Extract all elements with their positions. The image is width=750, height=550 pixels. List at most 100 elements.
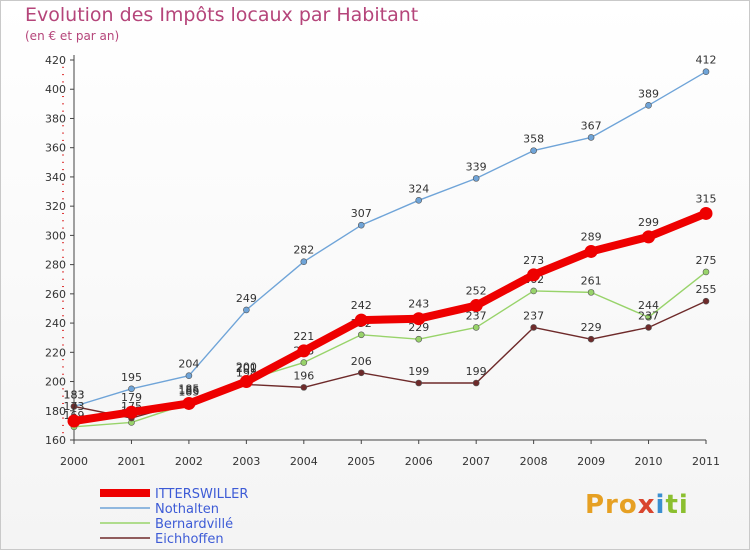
- legend-label: Bernardvillé: [155, 517, 233, 532]
- data-label: 252: [466, 285, 487, 298]
- data-label: 255: [696, 283, 717, 296]
- data-point: [67, 414, 81, 428]
- y-tick-label: 220: [45, 346, 66, 359]
- data-point: [415, 379, 423, 387]
- data-label: 204: [178, 358, 199, 371]
- x-tick-label: 2000: [60, 455, 88, 468]
- data-point: [472, 175, 480, 182]
- data-label: 261: [581, 274, 602, 287]
- data-point: [357, 369, 365, 377]
- data-point: [243, 306, 250, 314]
- data-point: [357, 221, 365, 229]
- data-label: 221: [293, 330, 314, 343]
- data-label: 183: [64, 388, 85, 401]
- series-bernardvillé: 169172185201213232229237262261244275: [64, 254, 717, 431]
- data-point: [412, 312, 426, 326]
- data-point: [472, 324, 480, 331]
- data-label: 307: [351, 207, 372, 220]
- data-point: [357, 331, 365, 339]
- data-label: 206: [351, 355, 372, 368]
- data-label: 275: [696, 254, 717, 267]
- legend-label: ITTERSWILLER: [155, 487, 248, 502]
- data-label: 185: [178, 382, 199, 395]
- data-label: 242: [351, 299, 372, 312]
- data-label: 186: [178, 384, 199, 397]
- x-tick-label: 2005: [347, 455, 375, 468]
- data-label: 237: [638, 309, 659, 322]
- data-label: 367: [581, 119, 602, 132]
- y-tick-label: 360: [45, 142, 66, 155]
- y-tick-label: 300: [45, 229, 66, 242]
- data-label: 237: [466, 309, 487, 322]
- x-tick-label: 2009: [577, 455, 605, 468]
- data-point: [300, 258, 308, 265]
- data-point: [354, 313, 368, 327]
- legend-label: Nothalten: [155, 502, 219, 517]
- data-point: [530, 287, 537, 295]
- data-label: 289: [581, 230, 602, 243]
- data-label: 196: [293, 369, 314, 382]
- data-point: [702, 68, 710, 75]
- data-point: [642, 230, 656, 244]
- data-label: 244: [638, 299, 659, 312]
- data-point: [300, 384, 308, 391]
- data-point: [297, 344, 311, 358]
- data-label: 324: [408, 182, 429, 195]
- data-point: [415, 335, 423, 343]
- data-point: [182, 396, 196, 410]
- data-label: 412: [696, 54, 717, 67]
- data-point: [587, 289, 595, 296]
- data-point: [645, 324, 652, 331]
- data-point: [702, 297, 710, 305]
- y-tick-label: 420: [45, 54, 66, 67]
- chart-subtitle: (en € et par an): [25, 29, 120, 43]
- data-label: 299: [638, 216, 659, 229]
- y-tick-label: 260: [45, 288, 66, 301]
- series-line: [73, 70, 707, 408]
- data-label: 229: [581, 321, 602, 334]
- data-point: [702, 268, 710, 276]
- data-label: 195: [121, 371, 142, 384]
- data-point: [645, 313, 652, 321]
- data-label: 237: [523, 309, 544, 322]
- x-tick-label: 2002: [175, 455, 203, 468]
- data-label: 315: [696, 192, 717, 205]
- y-tick-label: 280: [45, 259, 66, 272]
- data-point: [587, 134, 595, 141]
- x-tick-label: 2001: [117, 455, 145, 468]
- data-point: [124, 405, 138, 419]
- data-point: [185, 372, 193, 379]
- x-tick-label: 2006: [405, 455, 433, 468]
- data-point: [587, 335, 595, 343]
- data-label: 249: [236, 292, 257, 305]
- data-label: 185: [178, 385, 199, 398]
- data-point: [469, 299, 483, 313]
- legend-label: Eichhoffen: [155, 532, 224, 547]
- y-tick-label: 380: [45, 112, 66, 125]
- data-point: [472, 379, 480, 387]
- data-label: 200: [236, 361, 257, 374]
- proxiti-logo: Proxiti: [585, 490, 689, 520]
- x-tick-label: 2003: [232, 455, 260, 468]
- x-tick-label: 2007: [462, 455, 490, 468]
- data-point: [527, 268, 541, 282]
- data-point: [70, 403, 78, 410]
- x-tick-label: 2010: [635, 455, 663, 468]
- data-label: 389: [638, 87, 659, 100]
- data-point: [530, 324, 537, 331]
- data-label: 339: [466, 160, 487, 173]
- series-nothalten: 183 195 204 249 282 307 324 339 358 367 389 412: [64, 54, 717, 410]
- x-tick-label: 2004: [290, 455, 318, 468]
- data-point: [415, 197, 423, 204]
- data-label: 201: [236, 362, 257, 375]
- data-label: 179: [121, 391, 142, 404]
- data-point: [584, 244, 598, 258]
- y-tick-label: 160: [45, 434, 66, 447]
- series-itterswiller: 173 179 185 200 221 242 243 252 273 289 299 315: [64, 192, 717, 428]
- data-label: 183: [64, 388, 85, 401]
- data-label: 273: [523, 254, 544, 267]
- series-line: [70, 209, 710, 425]
- data-label: 358: [523, 133, 544, 146]
